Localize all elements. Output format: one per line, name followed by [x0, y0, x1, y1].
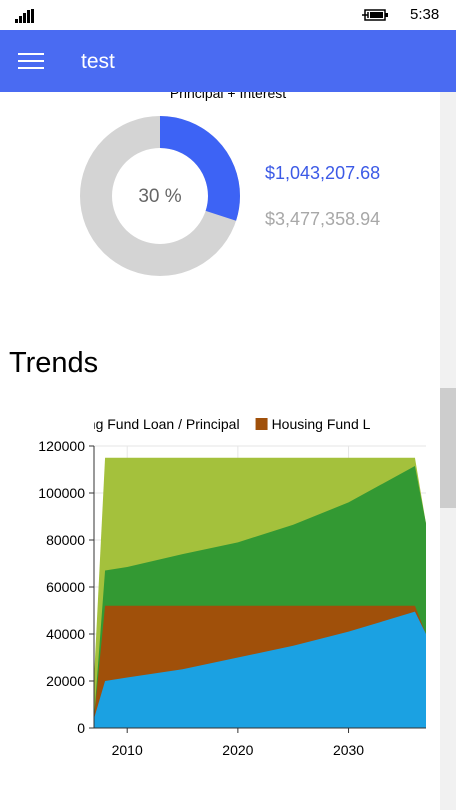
battery-charging-icon [362, 9, 388, 21]
donut-interest-slice [80, 116, 240, 276]
legend-label: Housing Fund Loan / Principal [52, 416, 240, 432]
legend-swatch [36, 418, 48, 430]
app-bar: test [0, 30, 456, 92]
y-tick-label: 80000 [46, 532, 85, 548]
y-tick-label: 20000 [46, 673, 85, 689]
x-tick-label: 2020 [222, 742, 253, 758]
scroll-content[interactable]: Principal + Interest 30 % $1,043,207.68 … [0, 92, 440, 810]
amount-primary: $1,043,207.68 [265, 163, 381, 183]
signal-bars-icon [15, 9, 37, 23]
x-tick-label: 2010 [112, 742, 143, 758]
y-tick-label: 120000 [38, 438, 85, 454]
legend-swatch [255, 418, 268, 430]
trends-area-chart: Housing Fund Loan / Principal Housing Fun… [36, 416, 426, 758]
legend-label: Housing Fund L [272, 416, 371, 432]
x-tick-label: 2030 [333, 742, 364, 758]
amount-secondary: $3,477,358.94 [265, 209, 381, 229]
status-time: 5:38 [410, 6, 440, 23]
hamburger-menu-icon[interactable] [18, 52, 44, 70]
area-series-0 [94, 611, 426, 728]
donut-title: Principal + Interest [169, 92, 287, 101]
trends-heading: Trends [9, 347, 99, 379]
y-tick-label: 100000 [38, 485, 85, 501]
scrollbar-thumb[interactable] [440, 388, 456, 508]
chart-legend: Housing Fund Loan / Principal Housing Fun… [36, 416, 371, 432]
donut-chart [80, 116, 240, 276]
donut-percent-label: 30 % [138, 186, 182, 207]
y-tick-label: 60000 [46, 579, 85, 595]
app-title: test [81, 50, 115, 73]
status-bar: 5:38 [0, 0, 456, 30]
y-tick-label: 0 [77, 720, 85, 736]
y-tick-label: 40000 [46, 626, 85, 642]
vertical-scrollbar[interactable] [440, 92, 456, 810]
